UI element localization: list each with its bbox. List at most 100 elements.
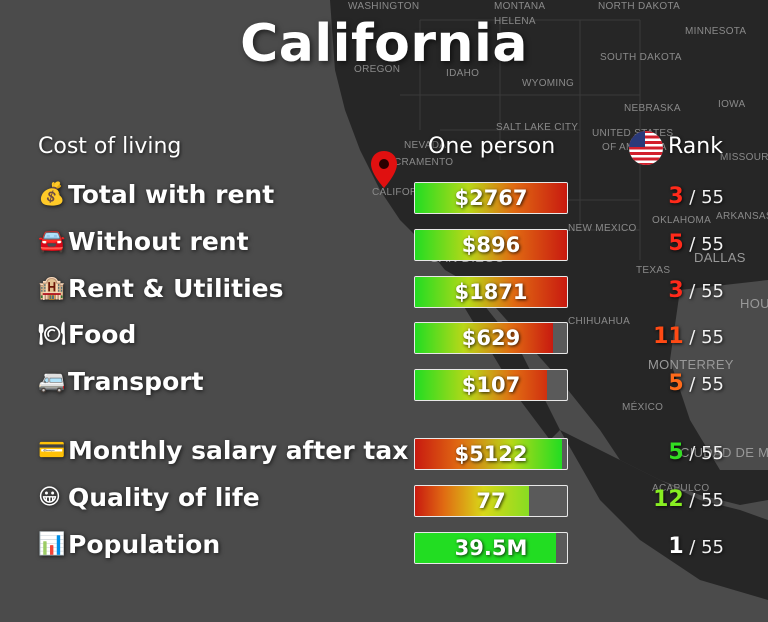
value-bar: $2767: [414, 182, 568, 214]
rank-total: / 55: [689, 187, 724, 208]
map-label-minnesota: MINNESOTA: [685, 26, 747, 37]
map-label-nevada: NEVADA: [404, 140, 447, 151]
row-label-text: Transport: [68, 367, 204, 396]
rank: 5 / 55: [640, 371, 724, 396]
rank-total: / 55: [689, 490, 724, 511]
row-label-text: Total with rent: [68, 180, 275, 209]
map-label-montana: MONTANA: [494, 1, 546, 12]
map-label-washington: WASHINGTON: [348, 1, 420, 12]
value-bar: $629: [414, 322, 568, 354]
value-bar-fill: [415, 323, 554, 353]
us-flag-icon: [629, 131, 663, 165]
value-bar-text: $2767: [454, 186, 528, 210]
city-chart-icon: 📊: [38, 532, 66, 557]
row-label: 🚘 Without rent: [38, 227, 249, 256]
map-label-north-dakota: NORTH DAKOTA: [598, 1, 681, 12]
minibus-icon: 🚐: [38, 369, 66, 394]
value-bar-fill: [415, 533, 557, 563]
value-bar-fill: [415, 486, 529, 516]
credit-card-icon: 💳: [38, 438, 66, 463]
rank-number: 1: [668, 534, 684, 559]
map-label-south-dakota: SOUTH DAKOTA: [600, 52, 682, 63]
smiley-icon: 😀: [38, 485, 61, 510]
car-icon: 🚘: [38, 229, 66, 254]
rank-header: Rank: [668, 134, 723, 159]
row-label: 😀 Quality of life: [38, 483, 260, 512]
rank: 3 / 55: [640, 278, 724, 303]
map-label-oregon: OREGON: [354, 64, 401, 75]
map-label-missouri: MISSOURI: [720, 152, 768, 163]
value-bar: $107: [414, 369, 568, 401]
row-label-text: Quality of life: [68, 483, 260, 512]
value-bar: $5122: [414, 438, 568, 470]
rank-number: 3: [668, 278, 684, 303]
value-bar-text: $107: [461, 373, 521, 397]
rank: 1 / 55: [640, 534, 724, 559]
map-label-idaho: IDAHO: [446, 68, 480, 79]
value-bar: 77: [414, 485, 568, 517]
value-bar-fill: [415, 183, 567, 213]
location-pin-icon: [371, 151, 397, 188]
rank-number: 5: [668, 371, 684, 396]
rank-number: 3: [668, 184, 684, 209]
rank: 5 / 55: [640, 231, 724, 256]
map-label-salt-lake-city: SALT LAKE CITY: [496, 122, 579, 133]
rank-total: / 55: [689, 234, 724, 255]
map-label-iowa: IOWA: [718, 99, 746, 110]
rank-number: 5: [668, 440, 684, 465]
value-bar-text: $629: [461, 326, 521, 350]
row-label-text: Food: [68, 320, 137, 349]
rank-total: / 55: [689, 374, 724, 395]
cost-of-living-header: Cost of living: [38, 134, 182, 159]
value-bar: 39.5M: [414, 532, 568, 564]
rank: 5 / 55: [640, 440, 724, 465]
map-label-oklahoma: OKLAHOMA: [652, 215, 712, 226]
rank-total: / 55: [689, 327, 724, 348]
map-label-texas: TEXAS: [636, 265, 671, 276]
map-label-california: CALIFORNIA: [372, 187, 436, 198]
map-label-monterrey: MONTERREY: [648, 357, 734, 372]
value-bar: $1871: [414, 276, 568, 308]
map-label-mexico: MÉXICO: [622, 402, 664, 413]
rank: 12 / 55: [640, 487, 724, 512]
map-label-new-mexico: NEW MEXICO: [568, 223, 637, 234]
value-bar-text: $896: [461, 233, 521, 257]
map-label-helena: HELENA: [494, 16, 536, 27]
map-label-sacramento: SACRAMENTO: [380, 157, 454, 168]
value-bar-text: 77: [476, 489, 506, 513]
value-bar-fill: [415, 439, 563, 469]
one-person-header: One person: [428, 134, 556, 159]
map-label-united-states: UNITED STATES: [592, 128, 674, 139]
map-label-acapulco: ACAPULCO: [652, 483, 710, 494]
rank-total: / 55: [689, 281, 724, 302]
row-label-text: Population: [68, 530, 221, 559]
page-title: California: [240, 14, 528, 74]
row-label: 🍽 Food: [38, 320, 136, 349]
rank-number: 11: [653, 324, 684, 349]
map-label-wyoming: WYOMING: [522, 78, 575, 89]
row-label: 💳 Monthly salary after tax: [38, 436, 408, 465]
money-bag-icon: 💰: [38, 182, 66, 207]
map-label-chihuahua: CHIHUAHUA: [568, 316, 631, 327]
value-bar-fill: [415, 370, 548, 400]
map-label-houston: HOUSTO: [740, 296, 768, 311]
hotel-icon: 🏨: [38, 276, 66, 301]
row-label: 💰 Total with rent: [38, 180, 274, 209]
value-bar-fill: [415, 277, 567, 307]
rank-total: / 55: [689, 537, 724, 558]
row-label-text: Without rent: [68, 227, 249, 256]
map-label-nebraska: NEBRASKA: [624, 103, 681, 114]
rank-number: 5: [668, 231, 684, 256]
value-bar-text: 39.5M: [454, 536, 528, 560]
rank: 3 / 55: [640, 184, 724, 209]
rank: 11 / 55: [640, 324, 724, 349]
row-label: 🏨 Rent & Utilities: [38, 274, 283, 303]
rank-number: 12: [653, 487, 684, 512]
row-label-text: Monthly salary after tax: [68, 436, 409, 465]
row-label: 📊 Population: [38, 530, 220, 559]
map-label-arkansas: ARKANSAS: [716, 211, 768, 222]
value-bar-fill: [415, 230, 567, 260]
plate-icon: 🍽: [38, 322, 66, 347]
value-bar-text: $5122: [454, 442, 528, 466]
